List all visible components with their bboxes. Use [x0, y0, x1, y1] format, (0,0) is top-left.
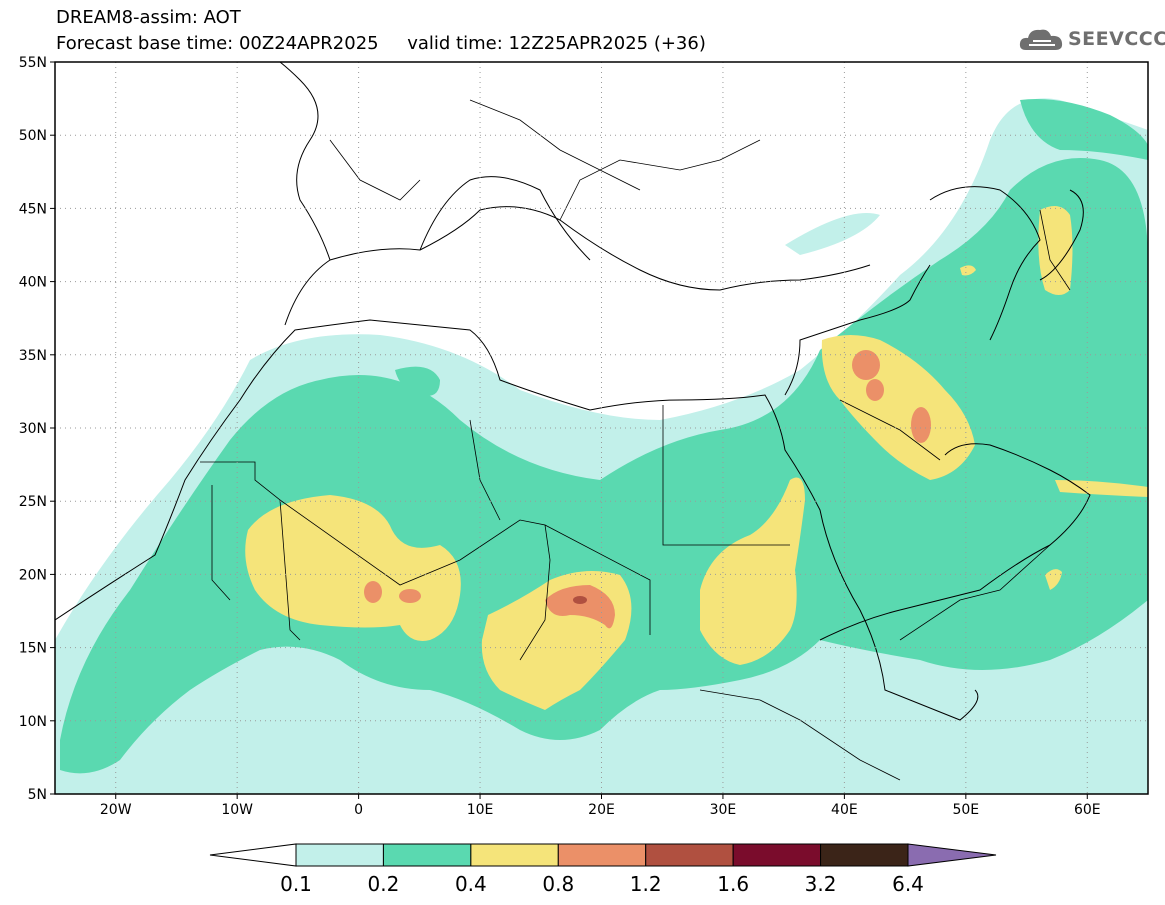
lat-tick-label: 25N [19, 494, 47, 510]
colorbar-level-label: 0.4 [454, 872, 487, 896]
colorbar-swatch [645, 843, 734, 867]
lat-tick-label: 10N [19, 714, 47, 730]
colorbar-swatch [732, 843, 822, 867]
colorbar-level-label: 3.2 [804, 872, 837, 896]
lat-tick-label: 30N [19, 421, 47, 437]
aot-band-0.8 [364, 350, 931, 629]
colorbar-level-label: 1.2 [629, 872, 662, 896]
logo-text: SEEVCCC [1068, 28, 1165, 50]
colorbar-level-label: 6.4 [892, 872, 924, 896]
map-title: DREAM8-assim: AOT [56, 7, 241, 28]
lon-tick-label: 50E [952, 802, 979, 818]
aot-field [55, 98, 1148, 794]
colorbar-level-label: 0.8 [542, 872, 575, 896]
lat-tick-label: 35N [19, 348, 47, 364]
colorbar-swatch [557, 843, 647, 867]
colorbar-level-label: 0.2 [367, 872, 400, 896]
aot-band-1.2 [573, 596, 587, 604]
forecast-times: Forecast base time: 00Z24APR2025 valid t… [56, 33, 706, 54]
lon-tick-label: 60E [1074, 802, 1101, 818]
lon-tick-label: 0 [354, 802, 363, 818]
lat-tick-label: 15N [19, 641, 47, 657]
lat-tick-label: 40N [19, 275, 47, 291]
lon-tick-label: 10E [467, 802, 494, 818]
axis-ticks: 55N 50N 45N 40N 35N 30N 25N 20N 15N 10N 5N 20W 10W 0 1… [19, 55, 1101, 818]
lon-tick-label: 10W [221, 802, 253, 818]
lon-tick-label: 30E [710, 802, 737, 818]
lat-tick-label: 55N [19, 55, 47, 71]
colorbar-swatch [470, 843, 559, 867]
colorbar-over-arrow [907, 843, 997, 867]
colorbar-level-label: 1.6 [717, 872, 750, 896]
colorbar-under-arrow [209, 843, 297, 867]
lat-tick-label: 5N [28, 787, 47, 803]
colorbar-swatch [382, 843, 472, 867]
lon-tick-label: 40E [831, 802, 858, 818]
colorbar-level-label: 0.1 [280, 872, 312, 896]
lat-tick-label: 45N [19, 201, 47, 217]
colorbar [209, 843, 997, 867]
colorbar-swatch [820, 843, 909, 867]
cloud-icon [1019, 29, 1063, 50]
lon-tick-label: 20E [588, 802, 615, 818]
lat-tick-label: 20N [19, 567, 47, 583]
lon-tick-label: 20W [100, 802, 132, 818]
colorbar-swatch [295, 843, 384, 867]
gridlines [55, 62, 1148, 794]
lat-tick-label: 50N [19, 128, 47, 144]
country-borders [200, 99, 1071, 781]
seevccc-logo: SEEVCCC [1018, 22, 1165, 56]
